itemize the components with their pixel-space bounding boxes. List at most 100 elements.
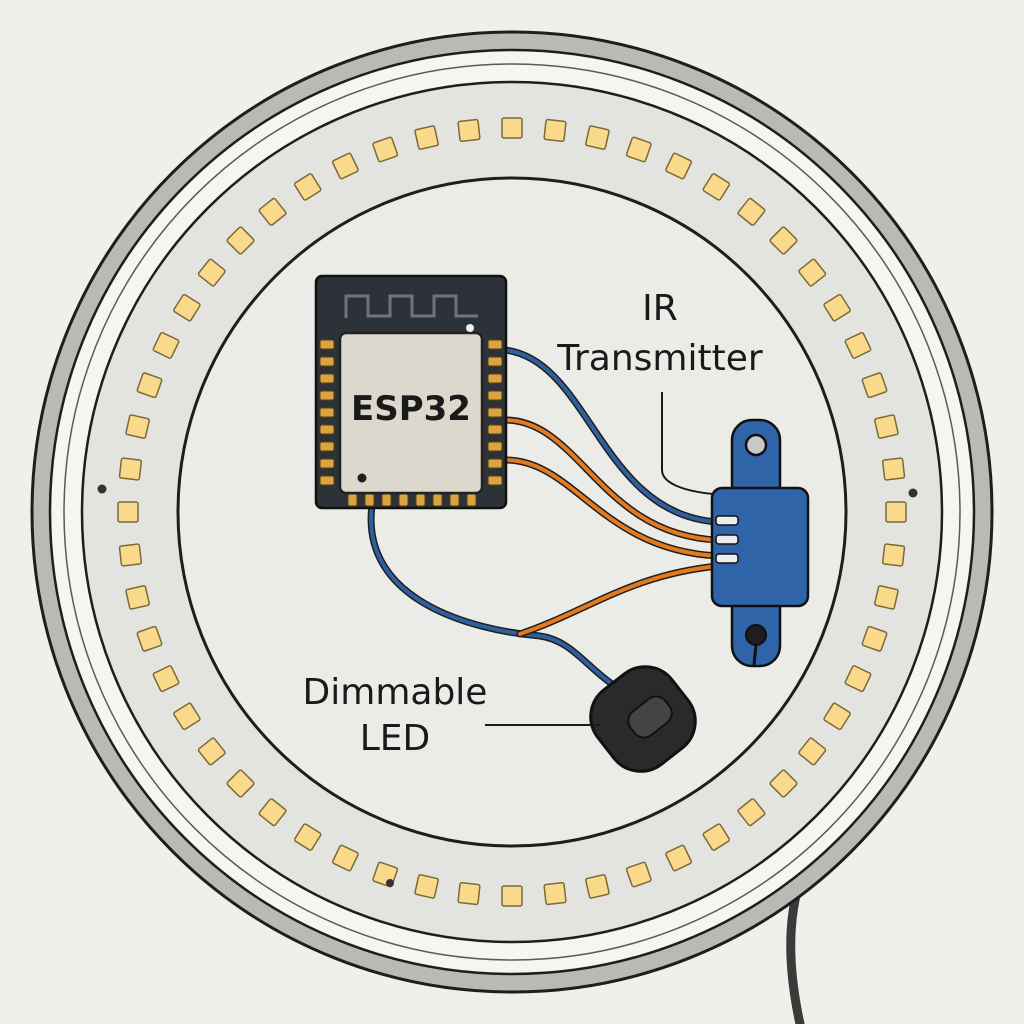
ring-led	[874, 585, 899, 610]
esp32-pin	[319, 441, 335, 452]
esp32-pin	[487, 390, 503, 401]
esp32-pin	[319, 475, 335, 486]
pin1-marker	[357, 473, 367, 483]
ring-led	[136, 625, 163, 652]
ring-led	[258, 197, 287, 226]
ring-led	[737, 798, 766, 827]
esp32-pin	[415, 493, 426, 507]
ring-led	[501, 117, 523, 139]
esp32-pin	[487, 441, 503, 452]
bezel-inner-line	[63, 63, 961, 961]
esp32-pin	[487, 339, 503, 350]
ring-led	[798, 737, 827, 766]
ring-led	[226, 226, 255, 255]
ring-led	[885, 501, 907, 523]
ring-led	[844, 331, 872, 359]
esp32-module: ESP32	[314, 274, 508, 510]
ir-label-line1: IR	[642, 288, 678, 329]
antenna-trace	[344, 294, 478, 318]
esp32-pin	[319, 356, 335, 367]
led-label-line1: Dimmable	[303, 672, 488, 713]
ring-led	[625, 136, 652, 163]
ring-led	[173, 702, 201, 731]
ir-module-body	[710, 486, 810, 608]
ring-led	[844, 665, 872, 693]
esp32-pin	[432, 493, 443, 507]
ir-label-line2: Transmitter	[556, 338, 763, 379]
ir-pin-3	[715, 553, 739, 564]
ring-led	[585, 125, 610, 150]
esp32-pin	[487, 407, 503, 418]
ring-led	[882, 543, 906, 567]
esp32-corner-dot	[466, 324, 474, 332]
ring-led	[197, 258, 226, 287]
ring-led	[125, 585, 150, 610]
ring-led-group	[117, 117, 907, 907]
ring-led	[293, 823, 322, 851]
ir-screw-bottom	[745, 624, 767, 646]
ring-led	[125, 414, 150, 439]
esp32-pin	[319, 424, 335, 435]
ir-pin-2	[715, 534, 739, 545]
ring-led	[414, 125, 439, 150]
ring-led	[861, 625, 888, 652]
ring-led	[258, 798, 287, 827]
ring-led	[152, 331, 180, 359]
ring-led	[665, 844, 693, 872]
ring-led	[702, 173, 731, 201]
mount-screw-left	[97, 484, 107, 494]
ring-led	[197, 737, 226, 766]
ir-pin-1	[715, 515, 739, 526]
ring-led	[372, 136, 399, 163]
mount-screw-bottom	[386, 879, 394, 887]
ir-transmitter	[710, 418, 810, 668]
esp32-pin	[487, 373, 503, 384]
esp32-pin	[487, 458, 503, 469]
ring-led	[118, 543, 142, 567]
ring-led	[173, 293, 201, 322]
ring-led	[331, 844, 359, 872]
esp32-pin	[319, 390, 335, 401]
esp32-pin	[487, 356, 503, 367]
led-label-line2: LED	[360, 718, 431, 759]
ring-led	[702, 823, 731, 851]
led-pod-lens	[627, 695, 673, 739]
ring-led	[457, 118, 481, 142]
esp32-pin	[319, 458, 335, 469]
esp32-pin	[319, 373, 335, 384]
mount-screw-right	[908, 488, 918, 498]
ring-led	[823, 702, 851, 731]
ring-led	[226, 769, 255, 798]
ring-led	[457, 882, 481, 906]
ring-led	[737, 197, 766, 226]
ring-led	[769, 226, 798, 255]
ring-led	[665, 152, 693, 180]
dimmable-led-pod	[589, 665, 697, 773]
ir-screw-top	[744, 433, 768, 457]
ring-led	[293, 173, 322, 201]
ring-led	[136, 372, 163, 399]
ring-led	[585, 874, 610, 899]
ring-led	[861, 372, 888, 399]
ring-led	[769, 769, 798, 798]
ring-led	[882, 457, 906, 481]
esp32-pin	[487, 424, 503, 435]
esp32-pin	[398, 493, 409, 507]
esp32-pin	[319, 339, 335, 350]
ring-led	[152, 665, 180, 693]
ring-led	[798, 258, 827, 287]
esp32-pin	[381, 493, 392, 507]
ring-led	[501, 885, 523, 907]
ring-led	[414, 874, 439, 899]
esp32-shield	[338, 331, 484, 495]
esp32-pin	[466, 493, 477, 507]
ring-led	[874, 414, 899, 439]
ring-led	[625, 861, 652, 888]
esp32-pin	[364, 493, 375, 507]
esp32-pin	[347, 493, 358, 507]
ring-led	[543, 882, 567, 906]
ring-led	[823, 293, 851, 322]
ring-led	[118, 457, 142, 481]
ir-leader-line	[661, 392, 715, 495]
